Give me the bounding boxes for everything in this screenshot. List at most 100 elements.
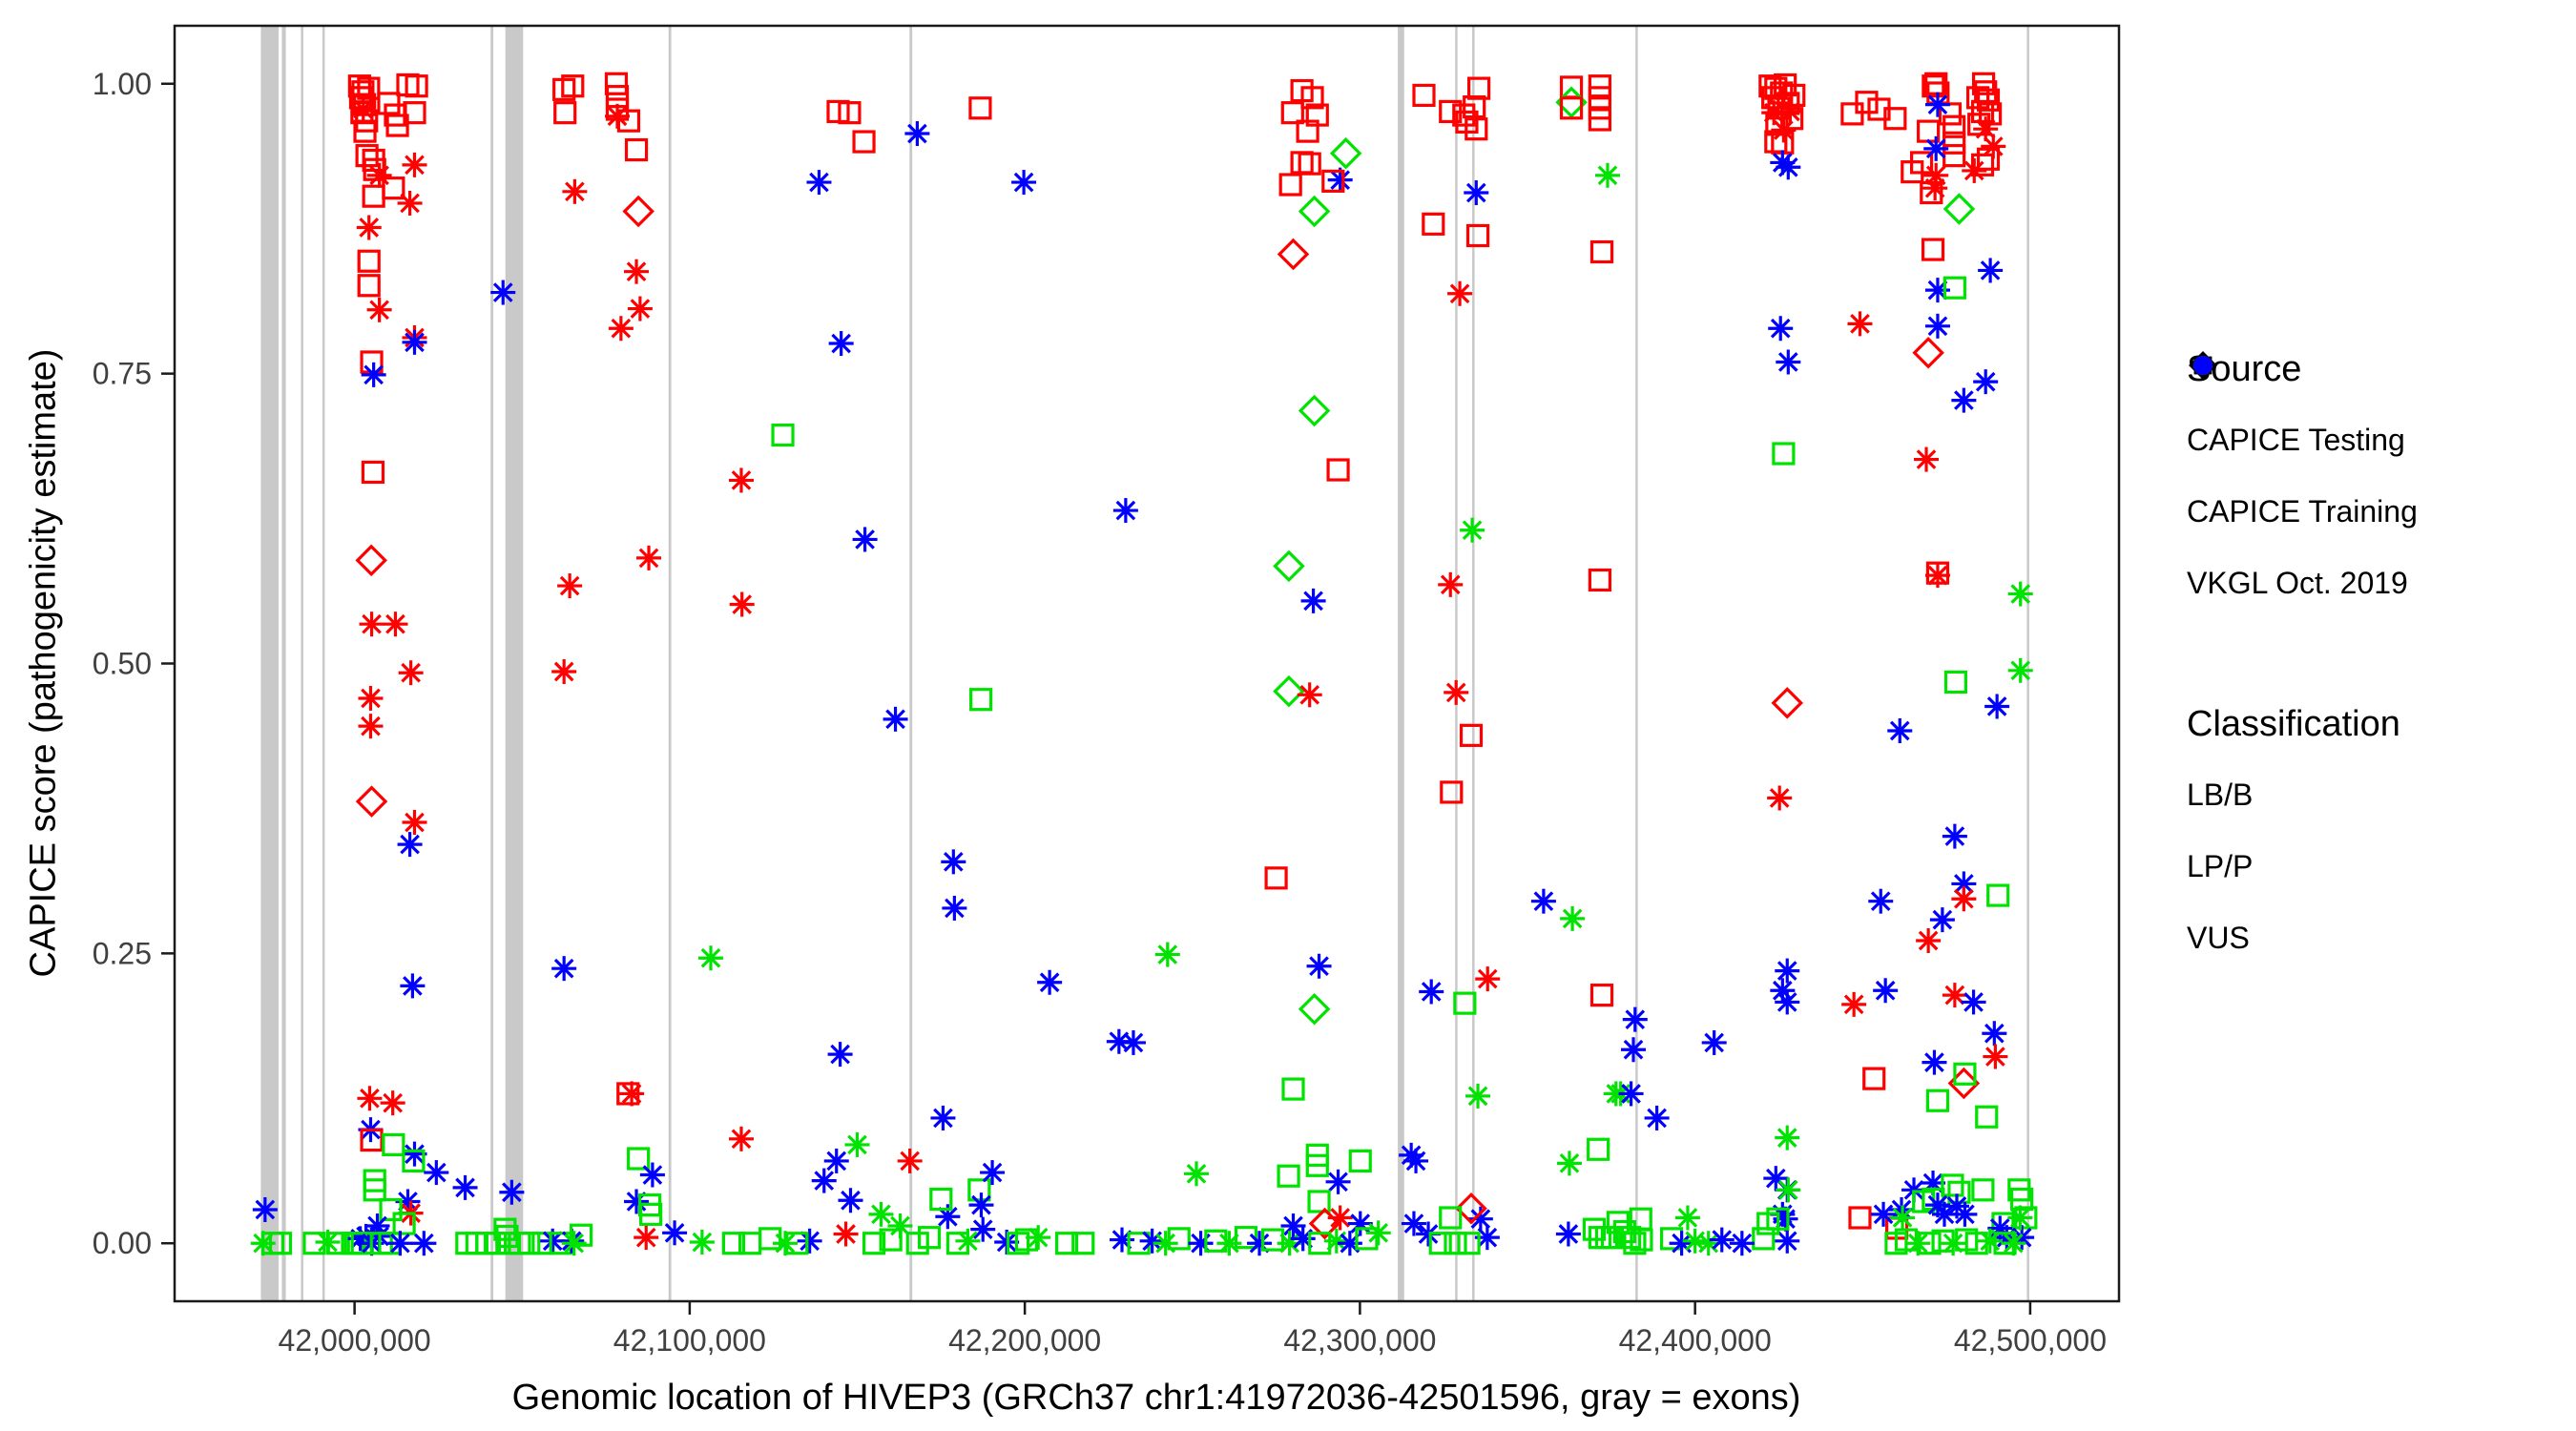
data-point — [811, 1168, 837, 1193]
data-point — [1763, 1166, 1789, 1192]
data-point — [771, 423, 795, 447]
data-point — [1951, 387, 1977, 413]
legend-item-label: CAPICE Testing — [2187, 423, 2405, 457]
data-point — [361, 460, 385, 485]
data-point — [930, 1105, 956, 1130]
data-point — [1951, 886, 1977, 912]
data-point — [868, 1201, 894, 1227]
data-point — [1463, 94, 1486, 119]
data-point — [1986, 883, 2010, 907]
y-tick-label: 0.75 — [93, 357, 152, 391]
data-point — [363, 1178, 386, 1202]
data-point — [897, 1148, 923, 1173]
data-point — [1984, 694, 2010, 719]
data-point — [1943, 670, 1968, 695]
data-point — [1924, 563, 1950, 589]
data-point — [1622, 1006, 1648, 1032]
x-tick-label: 42,300,000 — [1283, 1323, 1436, 1358]
data-point — [1474, 1225, 1500, 1251]
data-point — [355, 144, 379, 168]
data-point — [1912, 336, 1944, 369]
data-point — [366, 297, 392, 322]
data-point — [639, 1162, 665, 1188]
exon-band — [909, 26, 913, 1301]
data-point — [517, 1232, 541, 1255]
exon-band — [281, 26, 286, 1301]
data-point — [561, 74, 585, 98]
data-point — [942, 895, 967, 921]
data-point — [1327, 1205, 1353, 1231]
data-point — [1582, 1217, 1607, 1241]
data-point — [1983, 1044, 2008, 1069]
data-point — [1855, 91, 1879, 114]
exon-band — [260, 26, 280, 1301]
data-point — [1110, 1227, 1135, 1253]
data-point — [1588, 74, 1612, 98]
x-axis-title: Genomic location of HIVEP3 (GRCh37 chr1:… — [511, 1378, 1801, 1418]
data-point — [1841, 991, 1867, 1017]
data-point — [772, 1231, 798, 1256]
legend-classification-title: Classification — [2187, 704, 2400, 744]
data-point — [1588, 108, 1612, 132]
data-point — [627, 1147, 651, 1171]
data-point — [1401, 1211, 1426, 1236]
data-point — [1840, 102, 1864, 126]
data-point — [1467, 1206, 1493, 1232]
data-point — [1298, 195, 1331, 228]
data-point — [392, 1212, 416, 1235]
data-point — [833, 1221, 859, 1247]
data-point — [827, 1042, 853, 1068]
data-point — [1307, 1190, 1331, 1213]
data-point — [402, 152, 427, 177]
data-point — [917, 1226, 942, 1250]
data-point — [1776, 1177, 1801, 1203]
data-point — [634, 1225, 659, 1251]
data-point — [1883, 107, 1907, 131]
y-axis-title: CAPICE score (pathogenicity estimate) — [23, 348, 64, 978]
data-point — [1776, 155, 1801, 180]
data-point — [403, 101, 426, 125]
data-point — [553, 101, 577, 125]
data-point — [1014, 1228, 1038, 1252]
data-point — [362, 184, 385, 208]
data-point — [879, 1228, 903, 1252]
data-point — [1154, 942, 1180, 967]
data-point — [970, 1216, 996, 1242]
data-point — [1773, 1206, 1798, 1232]
data-point — [252, 1196, 278, 1222]
legend-item-lbb: LB/B — [2187, 356, 2568, 813]
data-point — [402, 329, 427, 355]
data-point — [1453, 991, 1477, 1015]
data-point — [1914, 446, 1940, 472]
data-point — [569, 1223, 593, 1247]
data-point — [398, 660, 424, 686]
data-point — [758, 1227, 782, 1251]
data-point — [1555, 1221, 1581, 1247]
data-point — [1925, 1089, 1950, 1112]
data-point — [1971, 1178, 1995, 1202]
data-point — [357, 1086, 383, 1111]
data-point — [1775, 1228, 1800, 1254]
data-point — [1264, 866, 1288, 890]
data-point — [1465, 223, 1490, 248]
data-point — [624, 259, 650, 284]
data-point — [2007, 581, 2033, 607]
data-point — [562, 178, 588, 204]
x-tick-label: 42,000,000 — [279, 1323, 431, 1358]
data-point — [1167, 1227, 1191, 1251]
data-point — [1756, 1212, 1780, 1235]
data-point — [1296, 119, 1319, 143]
data-point — [1273, 674, 1305, 708]
data-point — [1873, 978, 1899, 1004]
data-point — [1942, 823, 1967, 849]
data-point — [1298, 992, 1331, 1026]
data-point — [1308, 1232, 1332, 1255]
data-point — [2007, 657, 2033, 683]
data-point — [1924, 313, 1950, 339]
legend-item-label: LB/B — [2187, 778, 2254, 812]
data-point — [806, 170, 832, 196]
data-point — [1952, 1201, 1978, 1227]
data-point — [385, 114, 409, 137]
data-point — [1589, 984, 1614, 1007]
